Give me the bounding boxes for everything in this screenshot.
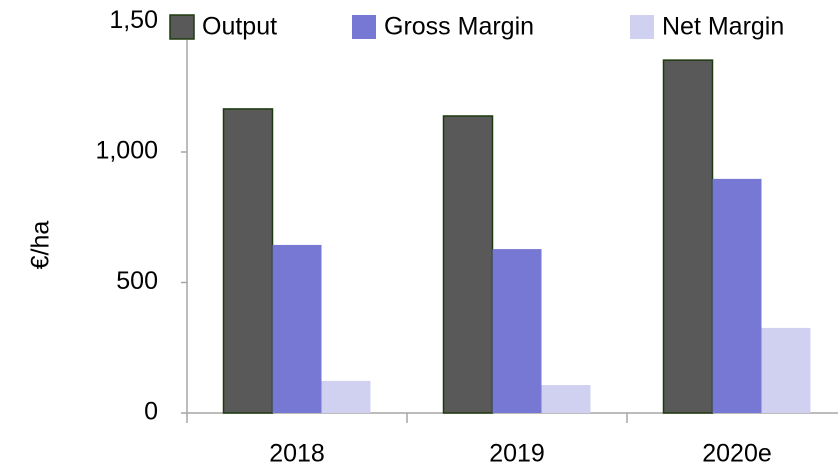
legend-swatch — [169, 14, 195, 40]
legend-label: Net Margin — [662, 13, 784, 41]
legend-swatch — [352, 15, 376, 39]
bar — [442, 115, 494, 414]
bar — [712, 178, 762, 413]
legend-label: Gross Margin — [384, 13, 534, 41]
y-tick-label: 0 — [144, 398, 158, 426]
x-tick-label: 2020e — [702, 440, 772, 468]
legend-swatch — [630, 15, 654, 39]
bar — [541, 385, 591, 413]
bar — [492, 249, 542, 413]
bar — [761, 327, 811, 413]
x-tick-label: 2018 — [269, 440, 325, 468]
bar — [272, 244, 322, 413]
bar — [321, 380, 371, 413]
bar — [222, 108, 274, 414]
y-tick-label: 500 — [116, 267, 158, 295]
y-tick-label: 1,000 — [95, 137, 158, 165]
x-tick-label: 2019 — [489, 440, 545, 468]
y-tick-label: 1,50 — [109, 6, 158, 34]
y-axis-label: €/ha — [27, 221, 55, 270]
bar — [662, 59, 714, 414]
legend-label: Output — [202, 13, 277, 41]
